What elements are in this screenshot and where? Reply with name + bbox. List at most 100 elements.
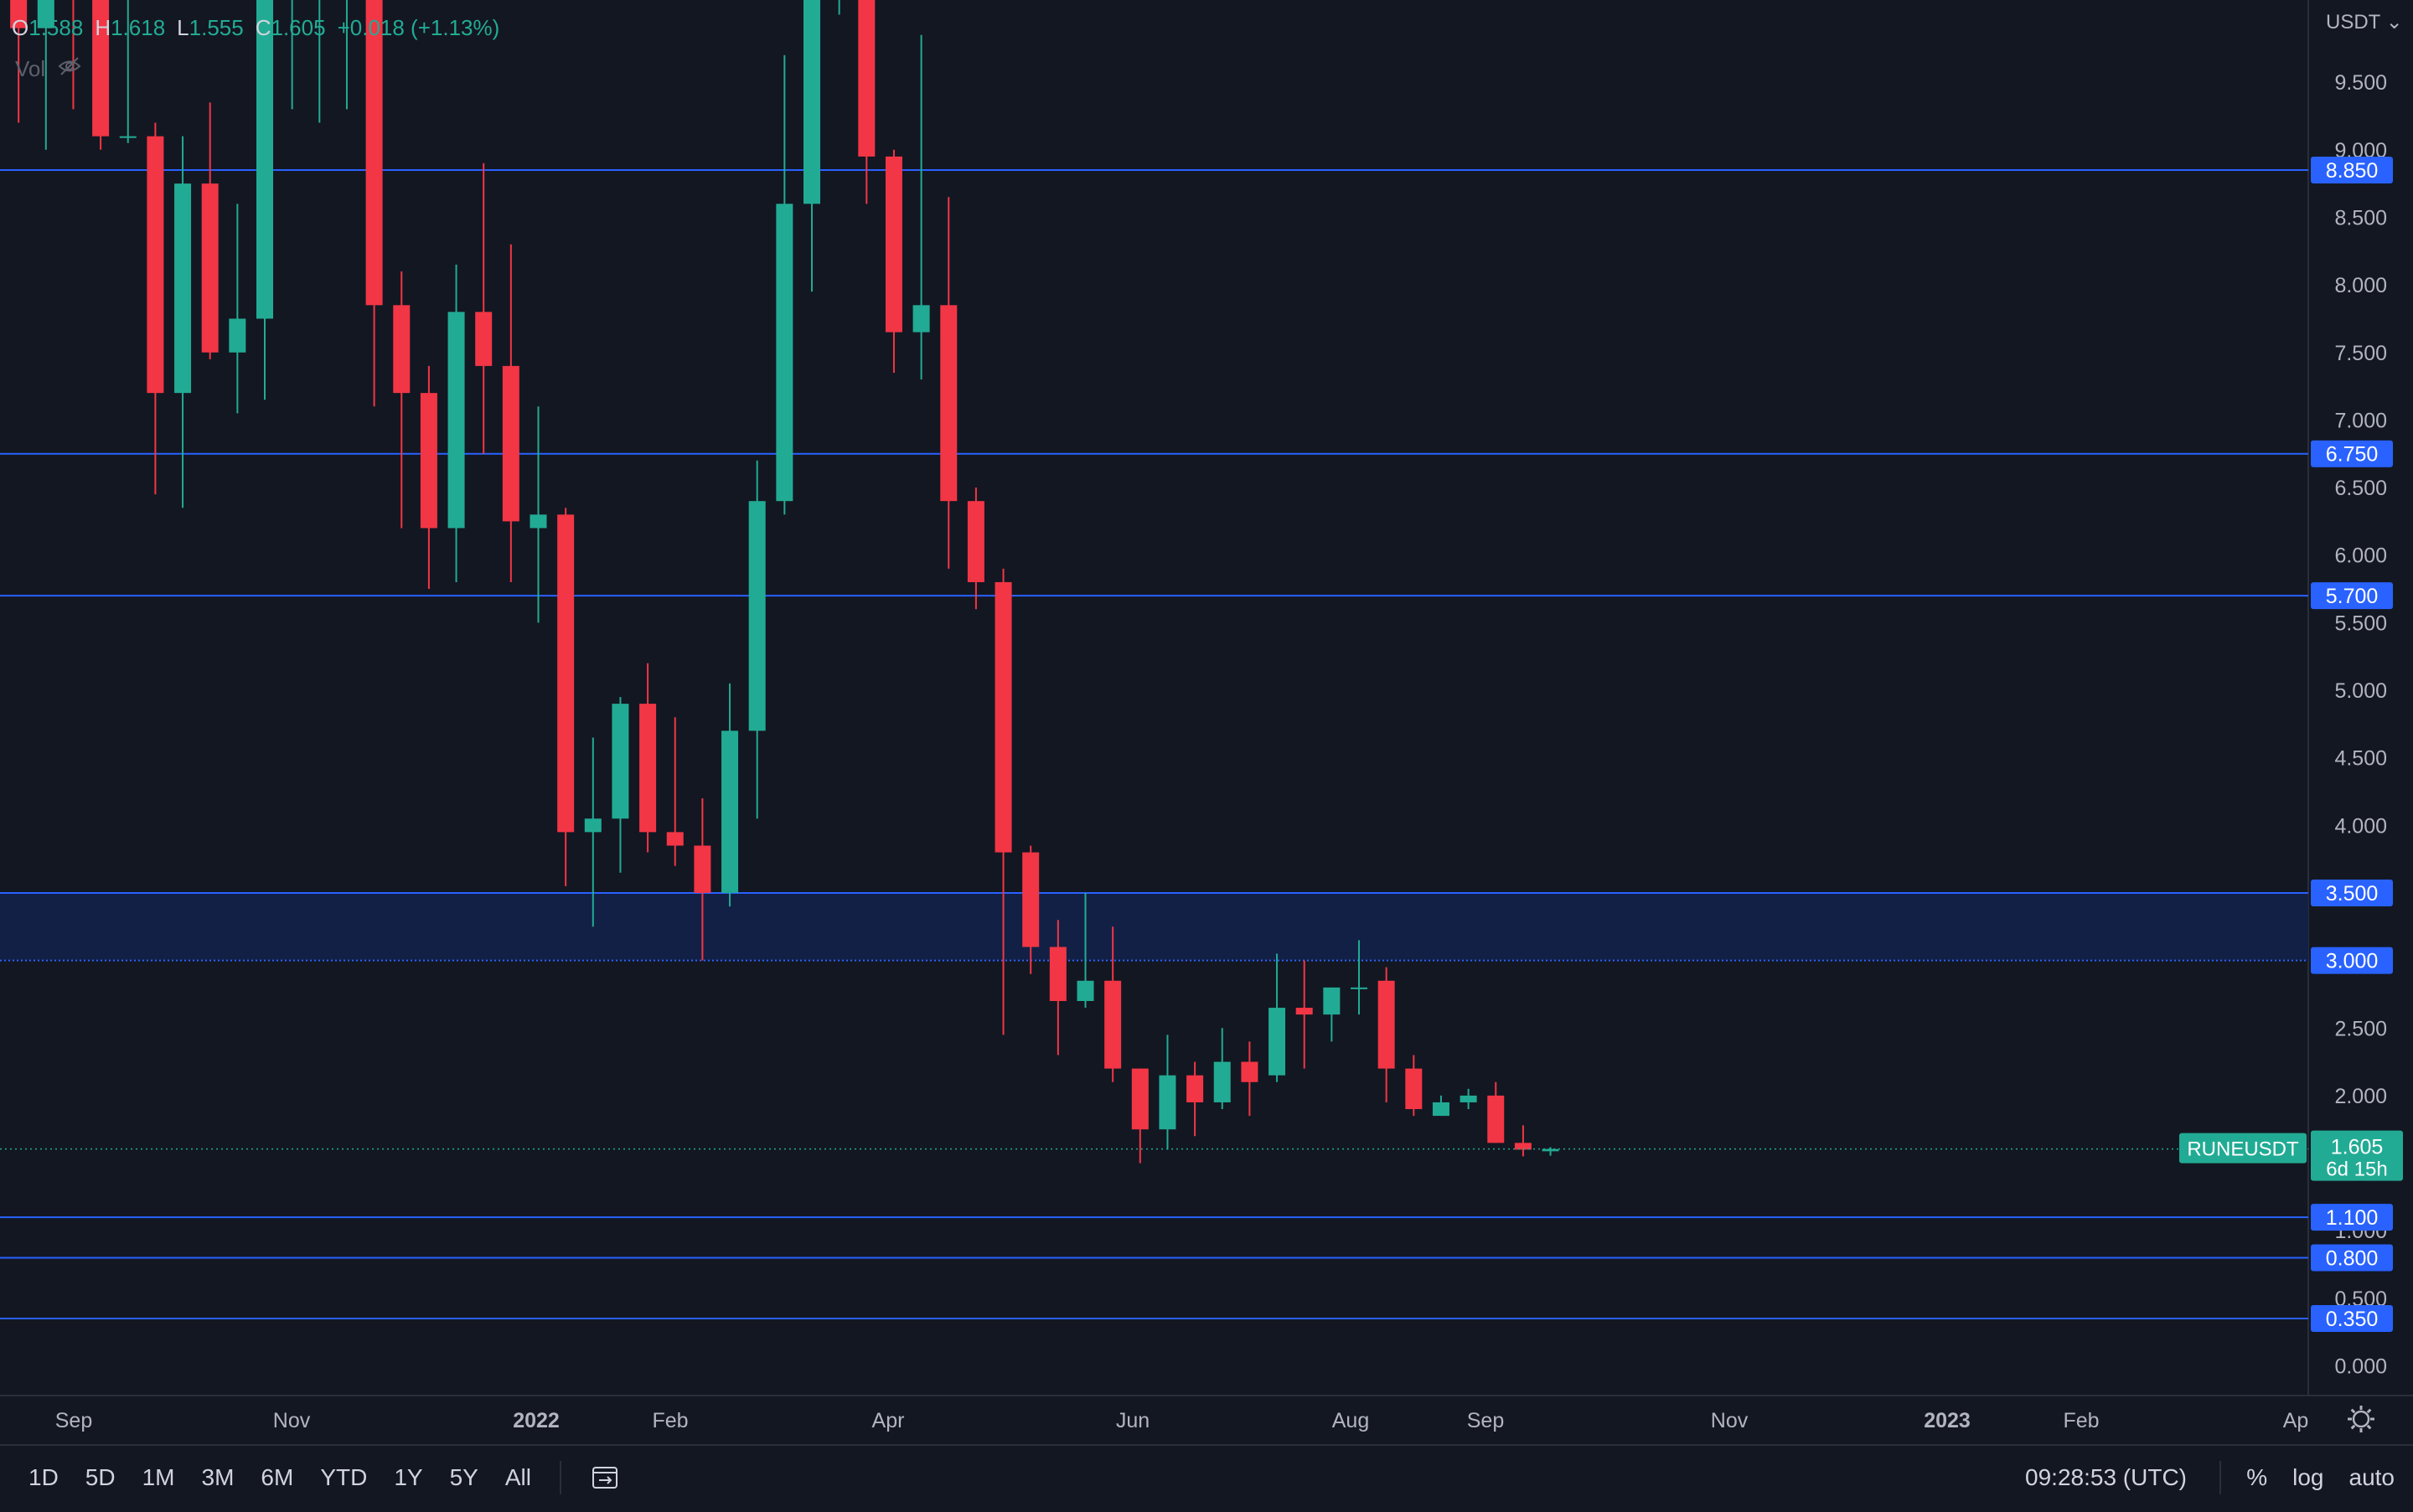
level-badge-label: 0.350 [2326,1308,2379,1331]
zone-bottom-badge: 3.000 [2311,947,2393,974]
log-scale-button[interactable]: log [2292,1464,2324,1490]
level-badge: 5.700 [2311,582,2393,610]
candle-down [502,244,519,582]
candle-up [1323,987,1341,1042]
candle-up [530,406,547,623]
candle-body [940,305,958,502]
symbol-tag-label: RUNEUSDT [2187,1138,2299,1161]
y-tick-label: 4.000 [2334,814,2387,838]
candle-up [1542,1147,1559,1156]
candle-body [1323,987,1341,1015]
candle-body [557,514,575,833]
candle-body [1377,980,1395,1069]
candle-body [1269,1008,1286,1076]
x-tick-label: Sep [1467,1409,1504,1432]
candle-down [1377,967,1395,1102]
ohlc-legend: O1.588 H1.618 L1.555 C1.605 +0.018 (+1.1… [12,15,499,41]
change-value: +0.018 (+1.13%) [337,15,500,40]
chevron-down-icon: ⌄ [2385,11,2403,34]
utc-clock[interactable]: 09:28:53 (UTC) [2025,1464,2187,1490]
y-tick-label: 8.500 [2334,206,2387,230]
currency-selector[interactable]: USDT ⌄ [2326,10,2403,34]
x-tick-label: Jun [1116,1409,1150,1432]
timeframe-1y[interactable]: 1Y [394,1464,423,1490]
candle-up [119,0,137,143]
candle-up [1213,1028,1231,1110]
candle-down [92,0,110,150]
candle-body [147,136,164,394]
auto-scale-button[interactable]: auto [2348,1464,2395,1490]
candle-down [420,365,437,590]
y-tick-label: 7.000 [2334,409,2387,432]
candle-body [1077,980,1094,1001]
candle-body [776,204,793,502]
eye-hidden-icon[interactable] [57,54,82,85]
timeframe-1m[interactable]: 1M [142,1464,175,1490]
candle-down [1514,1125,1532,1157]
candle-body [530,514,547,529]
candle-up [1159,1035,1176,1150]
candle-body [1432,1102,1449,1117]
x-tick-label: 2022 [513,1409,560,1432]
candle-body [721,730,739,893]
x-tick-label: Feb [652,1409,688,1432]
timeframe-5y[interactable]: 5Y [449,1464,478,1490]
candle-body [37,0,54,28]
y-tick-label: 5.000 [2334,679,2387,703]
low-key: L [177,15,189,40]
x-tick-label: Ap [2283,1409,2309,1432]
candle-body [1022,852,1040,947]
x-tick-label: Feb [2063,1409,2099,1432]
candle-body [912,305,930,333]
timeframe-6m[interactable]: 6M [261,1464,294,1490]
volume-label: Vol [15,56,46,81]
high-key: H [95,15,111,40]
candle-body [502,365,519,522]
candle-body [639,704,657,833]
toolbar-divider [2219,1461,2222,1494]
x-tick-label: Sep [55,1409,92,1432]
close-key: C [255,15,271,40]
level-badge-label: 3.500 [2326,882,2379,906]
candle-body [1351,987,1367,989]
candle-up [1077,892,1094,1009]
candle-up [838,0,840,15]
candle-down [147,122,164,495]
y-tick-label: 7.500 [2334,342,2387,365]
candle-down [393,271,411,529]
candle-up [1351,940,1367,1015]
timeframe-1d[interactable]: 1D [28,1464,59,1490]
candle-down [1022,845,1040,974]
zone-top-badge: 3.500 [2311,879,2393,906]
timeframe-3m[interactable]: 3M [201,1464,235,1490]
candle-body [174,183,192,394]
x-tick-label: Aug [1332,1409,1369,1432]
x-tick-label: Nov [273,1409,311,1432]
candle-body [1241,1061,1258,1082]
candle-down [1131,1068,1149,1164]
percent-scale-button[interactable]: % [2246,1464,2268,1490]
candle-body [748,501,766,731]
candle-down [1295,960,1313,1069]
candle-down [885,149,902,373]
candle-up [584,737,602,927]
timeframe-ytd[interactable]: YTD [320,1464,368,1490]
level-badge: 1.100 [2311,1204,2393,1231]
candle-down [967,488,984,610]
candle-up [1460,1088,1477,1110]
candles-group [10,0,1559,1164]
candle-up [1269,953,1286,1082]
open-value: 1.588 [28,15,84,40]
level-badge-label: 5.700 [2326,585,2379,608]
timeframe-5d[interactable]: 5D [85,1464,116,1490]
candle-up [345,0,348,110]
y-tick-label: 6.500 [2334,477,2387,500]
candle-body [420,393,437,529]
timeframe-all[interactable]: All [504,1464,531,1490]
candle-up [447,264,465,582]
candle-down [201,102,219,359]
date-range-icon[interactable] [590,1463,620,1493]
